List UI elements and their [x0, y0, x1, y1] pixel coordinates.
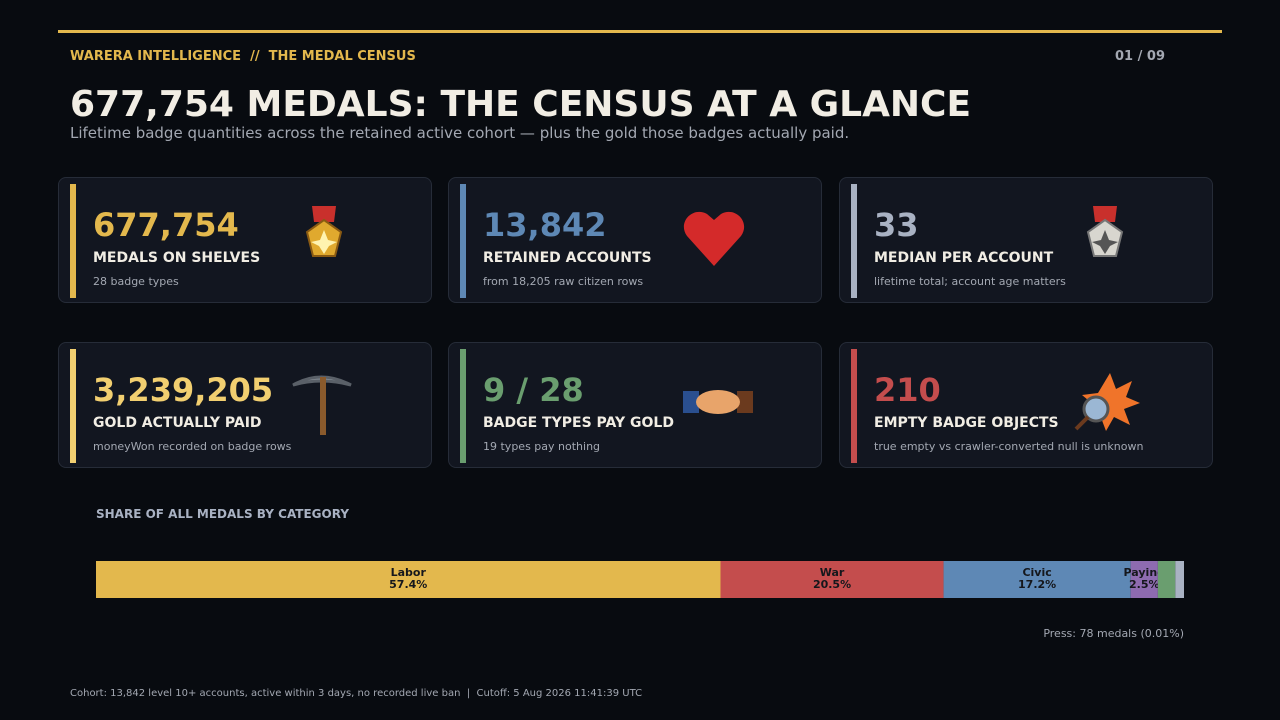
bar-segment: [720, 561, 944, 598]
value-label: 2.5%: [1129, 578, 1160, 591]
card-accent: [70, 184, 76, 298]
card-accent: [851, 349, 857, 463]
icon-medal: [305, 206, 343, 257]
icon-heart: [683, 211, 745, 266]
card-note: true empty vs crawler-converted null is …: [874, 440, 1144, 453]
card-label: EMPTY BADGE OBJECTS: [874, 415, 1059, 431]
chart-title: SHARE OF ALL MEDALS BY CATEGORY: [96, 507, 350, 521]
bar-segment: [96, 561, 721, 598]
stat-card: 210 EMPTY BADGE OBJECTS true empty vs craw…: [839, 342, 1213, 468]
icon-handshake: [683, 390, 753, 414]
icon-burst: [1074, 373, 1140, 431]
stat-card: 3,239,205 GOLD ACTUALLY PAID moneyWon reco…: [58, 342, 432, 468]
value-label: 57.4%: [389, 578, 427, 591]
page-number: 01 / 09: [1115, 49, 1165, 64]
card-value: 9 / 28: [483, 371, 584, 409]
segment-label: Paying: [1124, 566, 1166, 579]
card-accent: [70, 349, 76, 463]
segment-label: War: [820, 566, 845, 579]
card-note: from 18,205 raw citizen rows: [483, 275, 644, 288]
footer: Cohort: 13,842 level 10+ accounts, activ…: [70, 688, 643, 699]
stat-card: 33 MEDIAN PER ACCOUNT lifetime total; acco…: [839, 177, 1213, 303]
card-value: 13,842: [483, 206, 607, 244]
bar-segment: [1157, 561, 1176, 598]
bar-segment: [943, 561, 1131, 598]
title: 677,754 MEDALS: THE CENSUS AT A GLANCE: [70, 84, 972, 125]
card-accent: [460, 184, 466, 298]
card-value: 3,239,205: [93, 371, 274, 409]
card-note: lifetime total; account age matters: [874, 275, 1066, 288]
card-label: MEDALS ON SHELVES: [93, 250, 261, 266]
card-note: 19 types pay nothing: [483, 440, 601, 453]
card-label: RETAINED ACCOUNTS: [483, 250, 652, 266]
subtitle: Lifetime badge quantities across the ret…: [70, 124, 850, 142]
icon-pickaxe: [292, 375, 352, 435]
bar-segment: [1130, 561, 1158, 598]
card-note: 28 badge types: [93, 275, 179, 288]
card-accent: [460, 349, 466, 463]
segment-label: Labor: [391, 566, 427, 579]
stat-card: 13,842 RETAINED ACCOUNTS from 18,205 raw c…: [448, 177, 822, 303]
card-accent: [851, 184, 857, 298]
card-value: 210: [874, 371, 941, 409]
card-label: BADGE TYPES PAY GOLD: [483, 415, 674, 431]
segment-label: Civic: [1022, 566, 1051, 579]
value-label: 20.5%: [813, 578, 851, 591]
card-value: 33: [874, 206, 919, 244]
kicker: WARERA INTELLIGENCE // THE MEDAL CENSUS: [70, 49, 416, 64]
bar-segment: [1175, 561, 1184, 598]
card-value: 677,754: [93, 206, 239, 244]
card-note: moneyWon recorded on badge rows: [93, 440, 292, 453]
top-rule: [58, 30, 1222, 33]
card-label: GOLD ACTUALLY PAID: [93, 415, 262, 431]
card-label: MEDIAN PER ACCOUNT: [874, 250, 1054, 266]
icon-medal-silver: [1086, 206, 1124, 257]
stat-card: 677,754 MEDALS ON SHELVES 28 badge types: [58, 177, 432, 303]
annotation: Press: 78 medals (0.01%): [1043, 627, 1184, 640]
stat-card: 9 / 28 BADGE TYPES PAY GOLD 19 types pay n…: [448, 342, 822, 468]
value-label: 17.2%: [1018, 578, 1056, 591]
